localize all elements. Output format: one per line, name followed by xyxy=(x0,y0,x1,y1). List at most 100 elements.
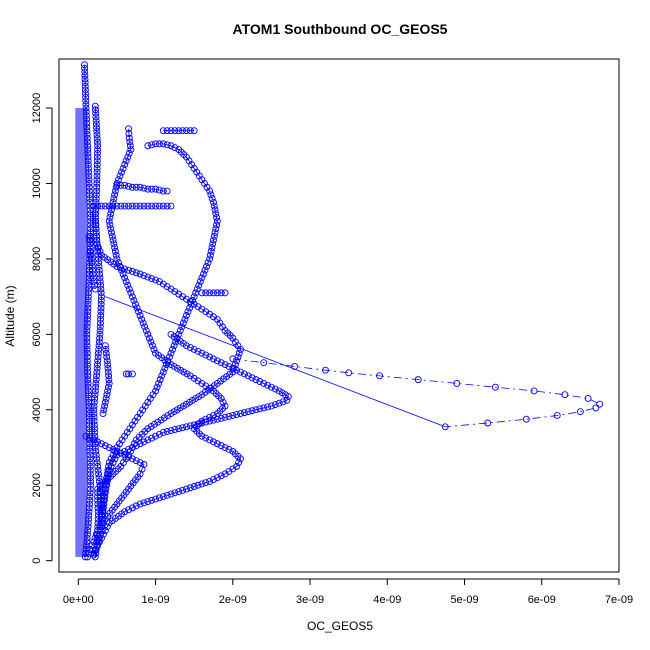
data-point xyxy=(345,369,353,377)
data-point xyxy=(155,430,163,438)
data-point xyxy=(190,483,198,490)
data-point xyxy=(85,417,93,425)
data-point xyxy=(94,142,102,150)
data-point xyxy=(84,142,92,150)
data-point xyxy=(82,93,90,101)
data-point xyxy=(84,368,92,376)
data-point xyxy=(201,266,209,274)
data-series xyxy=(198,289,229,297)
data-point xyxy=(111,244,119,252)
data-point xyxy=(93,364,101,372)
data-point xyxy=(87,481,95,489)
data-point xyxy=(284,393,292,401)
data-point xyxy=(210,198,217,206)
data-point xyxy=(208,195,216,203)
data-point xyxy=(217,359,225,367)
data-point xyxy=(85,232,93,240)
series-line xyxy=(93,128,241,554)
data-point xyxy=(93,183,101,191)
data-point xyxy=(86,459,94,467)
data-point xyxy=(83,130,91,138)
data-point xyxy=(83,138,91,146)
data-point xyxy=(136,270,144,278)
x-tick-label: 3e-09 xyxy=(296,594,324,606)
data-point xyxy=(206,289,214,297)
data-point xyxy=(86,493,94,501)
data-point xyxy=(94,349,102,357)
data-point xyxy=(117,202,125,210)
data-point xyxy=(92,113,100,121)
data-point xyxy=(592,404,600,412)
data-point xyxy=(82,97,90,105)
data-point xyxy=(128,202,136,210)
series-line xyxy=(232,358,601,428)
data-point xyxy=(99,410,107,418)
data-point xyxy=(104,364,112,372)
data-point xyxy=(121,202,129,210)
data-point xyxy=(128,455,136,463)
data-point xyxy=(95,474,103,482)
data-point xyxy=(96,270,104,278)
data-point xyxy=(256,405,264,413)
data-point xyxy=(167,142,175,150)
data-point xyxy=(128,370,136,378)
data-point xyxy=(92,379,100,387)
data-point xyxy=(82,100,90,108)
data-point xyxy=(93,236,101,244)
data-point xyxy=(210,236,217,244)
data-point xyxy=(279,398,287,406)
data-point xyxy=(237,368,244,376)
data-point xyxy=(86,489,94,497)
data-point xyxy=(113,180,121,187)
data-point xyxy=(125,266,132,274)
data-point xyxy=(267,402,275,410)
series-line xyxy=(84,64,92,557)
data-point xyxy=(94,519,102,527)
data-point xyxy=(130,296,138,304)
data-point xyxy=(162,361,170,368)
data-point xyxy=(159,140,167,148)
data-point xyxy=(204,259,212,267)
data-point xyxy=(244,408,252,416)
data-point xyxy=(90,398,98,406)
data-point xyxy=(84,387,92,395)
data-series xyxy=(159,127,198,135)
data-point xyxy=(93,127,101,135)
data-point xyxy=(179,424,187,432)
data-point xyxy=(103,391,111,399)
data-series xyxy=(81,61,95,561)
data-point xyxy=(81,82,89,90)
data-point xyxy=(93,131,101,139)
data-point xyxy=(132,457,140,465)
data-point xyxy=(150,345,158,353)
data-point xyxy=(91,102,99,110)
data-point xyxy=(85,402,93,410)
data-point xyxy=(85,406,93,414)
data-point xyxy=(128,268,136,275)
data-point xyxy=(85,413,93,421)
data-point xyxy=(107,462,115,470)
series-line xyxy=(94,213,241,557)
data-point xyxy=(213,357,221,365)
data-point xyxy=(105,459,113,467)
data-point xyxy=(96,247,104,255)
data-point xyxy=(86,462,94,470)
data-point xyxy=(92,221,100,229)
data-series xyxy=(99,342,113,418)
data-point xyxy=(96,330,104,338)
data-point xyxy=(94,485,102,493)
data-point xyxy=(138,315,146,323)
data-point xyxy=(85,421,93,429)
data-point xyxy=(84,146,92,153)
data-point xyxy=(117,264,125,272)
data-point xyxy=(121,181,129,189)
data-point xyxy=(83,353,91,361)
data-point xyxy=(91,210,99,218)
data-point xyxy=(148,185,156,193)
data-point xyxy=(210,232,218,240)
data-series xyxy=(229,355,604,431)
data-point xyxy=(235,349,243,357)
data-point xyxy=(96,323,104,331)
data-point xyxy=(105,466,113,474)
data-point xyxy=(95,345,103,353)
